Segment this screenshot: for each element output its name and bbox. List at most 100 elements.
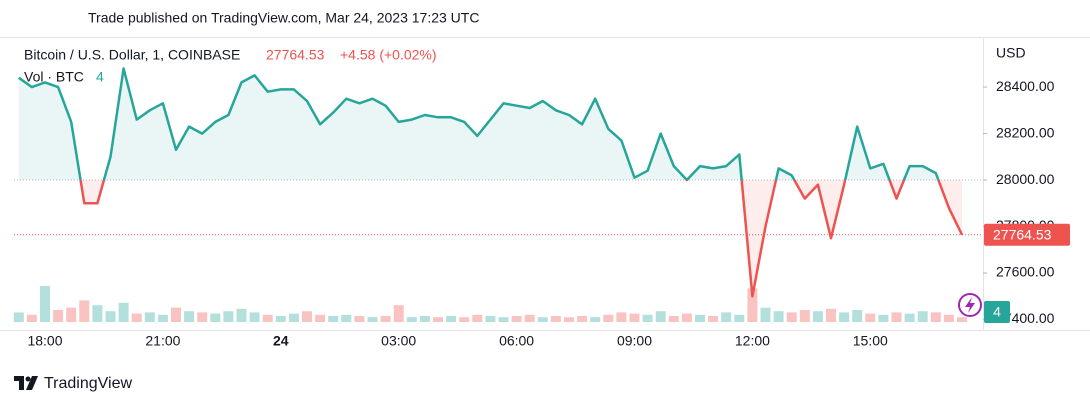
volume-bar <box>773 311 784 322</box>
volume-bar <box>642 314 653 322</box>
volume-bar <box>485 316 496 322</box>
volume-bar <box>786 312 797 322</box>
x-tick-label: 09:00 <box>617 333 652 349</box>
volume-bar <box>328 316 339 322</box>
volume-bar <box>943 314 954 322</box>
volume-bar <box>708 316 719 322</box>
y-tick-label: 28400.00 <box>996 78 1055 94</box>
top-border <box>0 37 1090 38</box>
volume-bar <box>734 314 745 322</box>
volume-bar <box>92 305 103 322</box>
volume-bar <box>13 312 24 322</box>
volume-bar <box>760 307 771 322</box>
volume-bar <box>26 314 37 322</box>
y-tick-label: 28000.00 <box>996 171 1055 187</box>
volume-bar <box>419 316 430 322</box>
volume-bar <box>105 311 116 322</box>
volume-last: 4 <box>96 69 104 85</box>
x-tick-label: 18:00 <box>27 333 62 349</box>
volume-bar <box>131 313 142 322</box>
volume-bar <box>118 302 129 322</box>
x-tick-label: 15:00 <box>853 333 888 349</box>
area-above <box>18 68 962 181</box>
alert-bolt <box>965 297 975 313</box>
volume-bar <box>629 313 640 322</box>
volume-bar <box>236 308 247 322</box>
volume-bar <box>433 317 443 322</box>
volume-bar <box>655 311 666 322</box>
volume-bar <box>79 300 90 322</box>
time-axis-border <box>0 330 1090 331</box>
volume-bar <box>472 314 483 322</box>
x-tick-label: 03:00 <box>381 333 416 349</box>
volume-bar <box>302 311 312 322</box>
volume-bar <box>40 286 50 322</box>
volume-bar <box>681 313 692 322</box>
volume-bar <box>524 314 535 322</box>
volume-bar <box>354 316 365 322</box>
volume-bar <box>66 307 77 322</box>
volume-bar <box>446 316 457 322</box>
volume-bar <box>799 310 810 322</box>
x-tick-label: 21:00 <box>145 333 180 349</box>
volume-bar <box>852 310 863 322</box>
volume-legend: Vol · BTC <box>24 69 84 85</box>
volume-bar <box>367 317 378 322</box>
volume-bar <box>511 316 522 322</box>
volume-bar <box>275 316 286 322</box>
volume-bar <box>878 314 889 322</box>
volume-bar <box>498 317 509 322</box>
volume-bar <box>721 312 732 322</box>
volume-bar <box>157 314 168 322</box>
brand: TradingView <box>44 375 132 392</box>
last-price-badge <box>984 223 1070 246</box>
volume-badge-label: 4 <box>993 304 1001 320</box>
volume-bar <box>144 312 155 322</box>
x-tick-label: 12:00 <box>735 333 770 349</box>
volume-bar <box>459 317 470 322</box>
volume-bar <box>550 316 561 322</box>
publish-note: Trade published on TradingView.com, Mar … <box>88 10 479 26</box>
area-below <box>80 180 962 297</box>
volume-badge <box>984 301 1010 323</box>
volume-bar <box>197 312 208 322</box>
legend: Bitcoin / U.S. Dollar, 1, COINBASE 27764… <box>24 47 437 85</box>
volume-bar <box>564 317 574 322</box>
volume-bar <box>603 314 614 322</box>
price-axis-border <box>983 37 984 331</box>
volume-bar <box>695 314 705 322</box>
price-change: +4.58 (+0.02%) <box>340 47 437 63</box>
y-tick-label: 28200.00 <box>996 124 1055 140</box>
volume-bar <box>380 316 391 322</box>
tradingview-logo: TradingView <box>14 375 132 392</box>
volume-bar <box>341 314 352 322</box>
volume-bar <box>577 316 588 322</box>
volume-bar <box>590 317 601 322</box>
volume-bar <box>616 312 627 322</box>
volume-bar <box>812 311 823 322</box>
volume-bar <box>537 317 548 322</box>
volume-bar <box>223 311 234 322</box>
price-line-above <box>18 67 940 181</box>
volume-bar <box>957 317 967 322</box>
volume-bar <box>315 314 326 322</box>
currency: USD <box>996 45 1026 61</box>
volume-bar <box>53 310 64 322</box>
volume-bar <box>826 308 836 322</box>
last-price-label: 27764.53 <box>993 226 1052 242</box>
x-tick-label: 24 <box>273 333 289 349</box>
volume-bar <box>171 307 181 322</box>
volume-bar <box>262 314 273 322</box>
volume-bar <box>839 312 850 322</box>
volume-bar <box>904 313 915 322</box>
volume-bar <box>930 312 941 322</box>
volume-bar <box>249 312 260 322</box>
volume-bar <box>891 312 902 322</box>
volume-bar <box>865 313 876 322</box>
volume-bar <box>210 313 221 322</box>
volume-bar <box>288 313 299 322</box>
last-price: 27764.53 <box>266 47 325 63</box>
volume-bar <box>406 317 417 322</box>
price-line-below <box>79 180 964 298</box>
